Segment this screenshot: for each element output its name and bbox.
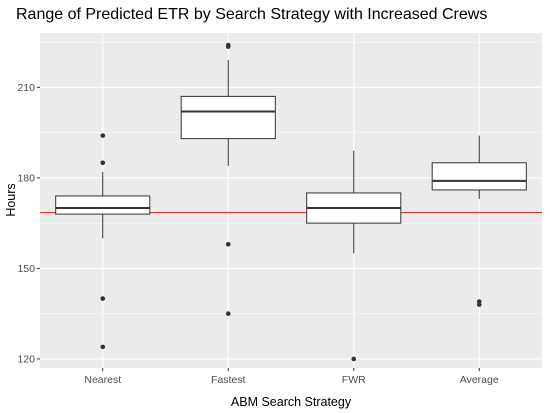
x-axis-ticks: Nearest Fastest FWR Average bbox=[84, 368, 499, 386]
outlier-point bbox=[225, 311, 231, 316]
outlier-point bbox=[100, 344, 106, 350]
outlier-point bbox=[100, 160, 106, 166]
box-iqr bbox=[180, 95, 276, 140]
outlier-point bbox=[351, 356, 357, 362]
y-tick-label: 150 bbox=[17, 263, 35, 275]
outlier-point bbox=[476, 302, 482, 307]
y-tick-label: 210 bbox=[17, 82, 35, 94]
x-axis-title: ABM Search Strategy bbox=[231, 395, 352, 409]
x-tick-label: Fastest bbox=[211, 374, 246, 386]
y-axis-title: Hours bbox=[4, 183, 18, 216]
chart-title: Range of Predicted ETR by Search Strateg… bbox=[16, 6, 487, 23]
box-fwr bbox=[306, 150, 402, 362]
outlier-point bbox=[100, 133, 106, 138]
outlier-point bbox=[225, 241, 231, 247]
box-iqr bbox=[431, 162, 527, 191]
box-iqr bbox=[55, 195, 151, 215]
outlier-point bbox=[225, 44, 231, 49]
box-nearest bbox=[55, 133, 151, 350]
grid-minor bbox=[40, 41, 542, 314]
x-tick-label: Nearest bbox=[84, 374, 121, 386]
boxes bbox=[55, 42, 527, 362]
y-tick-label: 180 bbox=[17, 172, 35, 184]
box-average bbox=[431, 135, 527, 307]
y-tick-label: 120 bbox=[17, 353, 35, 365]
x-tick-label: Average bbox=[460, 374, 499, 386]
y-axis-ticks: 120 150 180 210 bbox=[17, 82, 40, 365]
x-tick-label: FWR bbox=[342, 374, 366, 386]
outlier-point bbox=[100, 296, 106, 301]
box-fastest bbox=[180, 42, 276, 316]
